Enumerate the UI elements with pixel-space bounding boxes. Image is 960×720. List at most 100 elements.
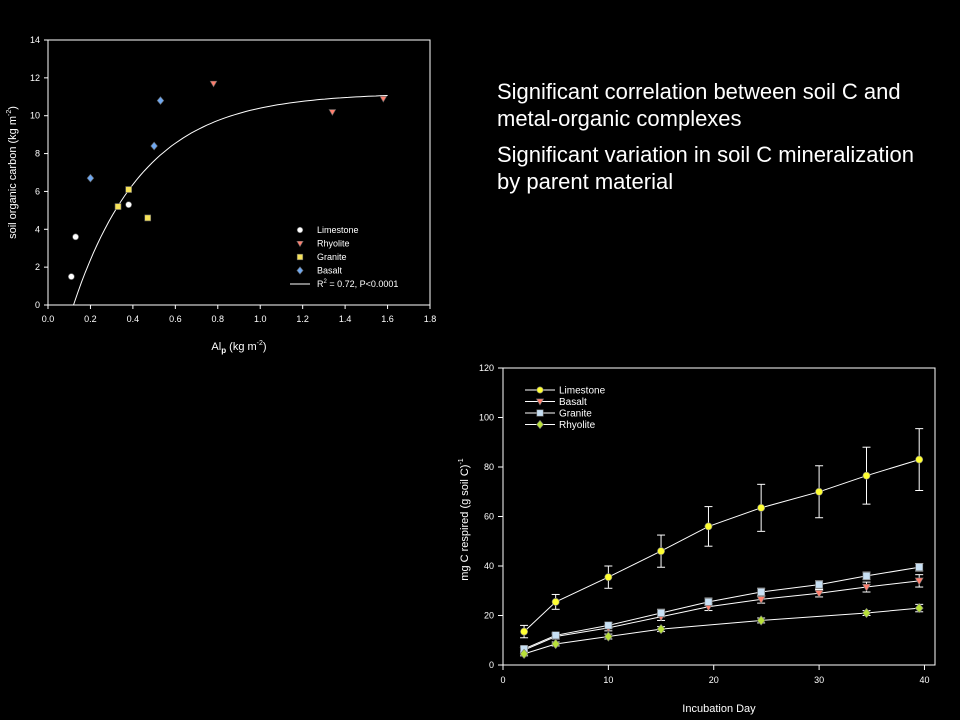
legend-marker-granite bbox=[296, 253, 304, 261]
legend-marker-basalt bbox=[535, 398, 545, 406]
series-line-rhyolite bbox=[523, 607, 920, 655]
x-tick-label: 0.8 bbox=[212, 314, 225, 324]
y-tick-label-2: 20 bbox=[484, 611, 494, 621]
limestone-point bbox=[757, 503, 766, 512]
y-tick-label-2: 0 bbox=[489, 660, 494, 670]
granite-point bbox=[657, 609, 665, 617]
y-axis-label-2: mg C respired (g soil C)-1 bbox=[458, 458, 471, 580]
basalt-point bbox=[914, 577, 924, 586]
x-tick-label: 0.6 bbox=[169, 314, 182, 324]
y-tick-label: 0 bbox=[35, 300, 40, 310]
x-tick-label-2: 30 bbox=[814, 675, 824, 685]
limestone-point bbox=[72, 233, 79, 241]
granite-point bbox=[144, 214, 152, 222]
legend-label-basalt: Basalt bbox=[559, 397, 587, 408]
note-correlation: Significant correlation between soil C a… bbox=[497, 79, 901, 131]
plot-frame bbox=[47, 39, 431, 306]
rhyolite-point bbox=[656, 623, 666, 635]
granite-point bbox=[604, 621, 613, 630]
granite-point bbox=[125, 186, 132, 193]
rhyolite-point bbox=[328, 109, 337, 116]
granite-point bbox=[704, 597, 713, 606]
rhyolite-point bbox=[379, 95, 388, 103]
basalt-point bbox=[756, 596, 766, 604]
legend-label-limestone: Limestone bbox=[559, 386, 606, 397]
limestone-point bbox=[815, 487, 823, 496]
x-tick-label: 1.0 bbox=[254, 314, 267, 324]
y-tick-label: 6 bbox=[35, 186, 40, 196]
y-tick-label-2: 120 bbox=[479, 363, 494, 373]
limestone-point bbox=[125, 201, 132, 208]
x-tick-label: 1.2 bbox=[296, 314, 309, 324]
granite-point bbox=[757, 588, 766, 596]
x-tick-label: 0.2 bbox=[84, 314, 97, 324]
y-tick-label: 2 bbox=[35, 262, 40, 272]
x-tick-label: 1.4 bbox=[339, 314, 352, 324]
legend-marker-limestone bbox=[296, 226, 304, 234]
y-tick-label: 12 bbox=[30, 73, 40, 83]
x-axis-label-2: Incubation Day bbox=[682, 703, 756, 715]
legend-label-basalt: Basalt bbox=[317, 266, 343, 276]
legend-label-granite: Granite bbox=[559, 409, 592, 420]
granite-point bbox=[815, 580, 823, 589]
y-tick-label: 14 bbox=[30, 35, 40, 45]
limestone-point bbox=[915, 455, 924, 464]
x-tick-label-2: 0 bbox=[500, 675, 505, 685]
basalt-point bbox=[156, 96, 165, 105]
limestone-point bbox=[657, 547, 665, 556]
legend-marker-rhyolite bbox=[296, 240, 304, 248]
fit-curve bbox=[73, 95, 388, 306]
y-tick-label: 10 bbox=[30, 111, 40, 121]
rhyolite-point bbox=[914, 602, 924, 614]
limestone-point bbox=[68, 273, 75, 280]
granite-point bbox=[862, 571, 871, 580]
note-variation: Significant variation in soil C minerali… bbox=[497, 142, 914, 194]
granite-point bbox=[114, 203, 122, 210]
granite-point bbox=[915, 563, 924, 572]
basalt-point bbox=[150, 141, 158, 151]
legend-marker-rhyolite bbox=[536, 419, 544, 430]
basalt-point bbox=[862, 583, 871, 592]
x-tick-label: 1.8 bbox=[424, 314, 437, 324]
y-tick-label: 8 bbox=[35, 149, 40, 159]
rhyolite-point bbox=[209, 80, 218, 88]
rhyolite-point bbox=[551, 638, 561, 650]
limestone-point bbox=[604, 573, 613, 582]
x-axis-label: Alp (kg m-2) bbox=[211, 340, 266, 355]
legend-marker-basalt bbox=[296, 266, 304, 275]
y-tick-label-2: 80 bbox=[484, 462, 494, 472]
y-axis-label: soil organic carbon (kg m-2) bbox=[6, 106, 19, 239]
rhyolite-point bbox=[756, 615, 766, 626]
legend-label-rhyolite: Rhyolite bbox=[559, 420, 596, 431]
legend-label-limestone: Limestone bbox=[317, 225, 359, 235]
series-line-granite bbox=[523, 566, 920, 650]
limestone-point bbox=[551, 597, 560, 606]
basalt-point bbox=[814, 590, 824, 598]
y-tick-label-2: 40 bbox=[484, 561, 494, 571]
series-line-limestone bbox=[523, 459, 920, 632]
x-tick-label-2: 10 bbox=[603, 675, 613, 685]
notes-panel: Significant correlation between soil C a… bbox=[497, 78, 937, 204]
x-tick-label: 0.4 bbox=[127, 314, 140, 324]
x-tick-label-2: 40 bbox=[919, 675, 929, 685]
legend-label-granite: Granite bbox=[317, 252, 347, 262]
limestone-point bbox=[704, 522, 713, 531]
legend-fit-label: R2 = 0.72, P<0.0001 bbox=[317, 279, 398, 289]
y-tick-label-2: 100 bbox=[479, 413, 494, 423]
limestone-point bbox=[520, 627, 528, 636]
legend-label-rhyolite: Rhyolite bbox=[317, 239, 350, 249]
y-tick-label-2: 60 bbox=[484, 512, 494, 522]
rhyolite-point bbox=[519, 648, 529, 660]
rhyolite-point bbox=[604, 631, 613, 642]
granite-point bbox=[551, 631, 560, 640]
legend-marker-limestone bbox=[536, 386, 544, 394]
y-tick-label: 4 bbox=[35, 224, 40, 234]
limestone-point bbox=[862, 471, 871, 480]
x-tick-label: 1.6 bbox=[381, 314, 394, 324]
x-tick-label-2: 20 bbox=[709, 675, 719, 685]
x-tick-label: 0.0 bbox=[42, 314, 55, 324]
legend-marker-granite bbox=[536, 409, 544, 417]
rhyolite-point bbox=[862, 607, 871, 619]
